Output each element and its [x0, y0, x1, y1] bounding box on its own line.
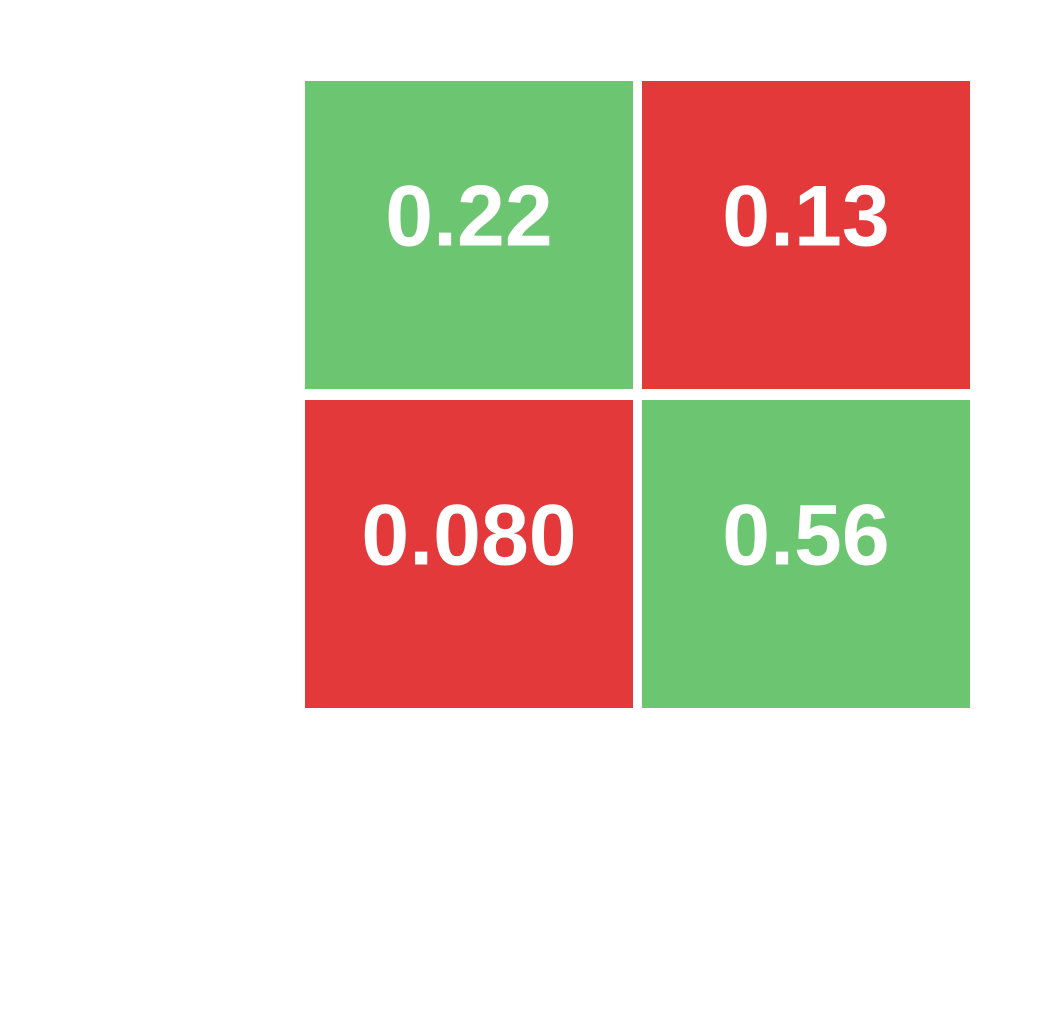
cell-value-label-r0-c1: 0.13	[722, 168, 889, 264]
heatmap-cell-r0-c0	[305, 81, 633, 389]
heatmap-cell-r0-c1	[642, 81, 970, 389]
heatmap-cell-labels: 0.22 0.13 0.080 0.56	[361, 168, 889, 583]
heatmap-cell-r1-c0	[305, 400, 633, 708]
cell-value-label-r0-c0: 0.22	[385, 168, 552, 264]
cell-value-label-r1-c0: 0.080	[361, 487, 576, 583]
heatmap-cells	[305, 81, 970, 708]
heatmap-cell-r1-c1	[642, 400, 970, 708]
cell-value-label-r1-c1: 0.56	[722, 487, 889, 583]
